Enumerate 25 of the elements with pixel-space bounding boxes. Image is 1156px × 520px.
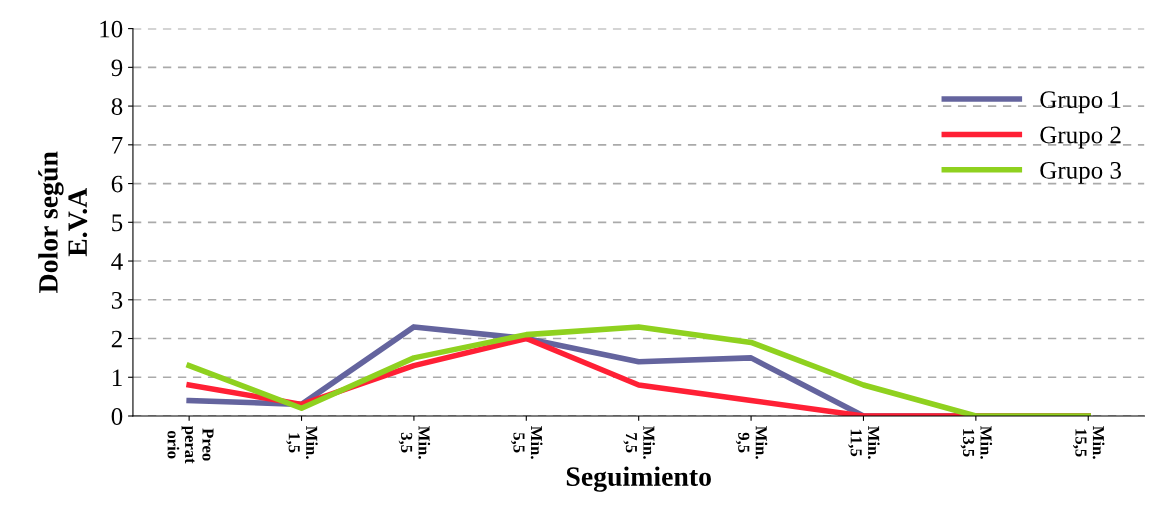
- y-tick-label: 2: [111, 330, 122, 348]
- x-tick-label: Min. 1,5: [286, 426, 318, 459]
- x-tick-label: Min. 11,5: [848, 426, 880, 459]
- y-tick-label: 1: [112, 369, 122, 386]
- x-tick-label: Min. 15,5: [1072, 426, 1105, 459]
- legend-label: Grupo 1: [1040, 91, 1121, 114]
- y-tick-label: 5: [112, 214, 123, 232]
- x-tick-label: Preo perat orio: [167, 425, 214, 464]
- y-tick-label: 7: [112, 137, 123, 154]
- legend-label: Grupo 2: [1040, 126, 1121, 149]
- x-tick-label: Min. 13,5: [960, 426, 993, 459]
- y-tick-label: 9: [111, 59, 123, 77]
- y-tick-label: 3: [111, 291, 123, 309]
- y-tick-label: 4: [111, 253, 123, 270]
- legend-label: Grupo 3: [1040, 161, 1121, 184]
- x-tick-label: Min. 7,5: [623, 426, 655, 459]
- x-tick-label: Min. 9,5: [735, 426, 768, 459]
- y-tick-label: 8: [111, 98, 123, 115]
- x-axis-title: Seguimiento: [566, 466, 711, 492]
- x-tick-label: Min. 5,5: [511, 426, 543, 459]
- y-axis-title: Dolor según E.V.A: [38, 151, 88, 293]
- y-tick-label: 0: [111, 408, 123, 425]
- y-tick-label: 10: [100, 20, 123, 38]
- y-tick-label: 6: [111, 175, 123, 193]
- x-tick-label: Min. 3,5: [398, 426, 431, 459]
